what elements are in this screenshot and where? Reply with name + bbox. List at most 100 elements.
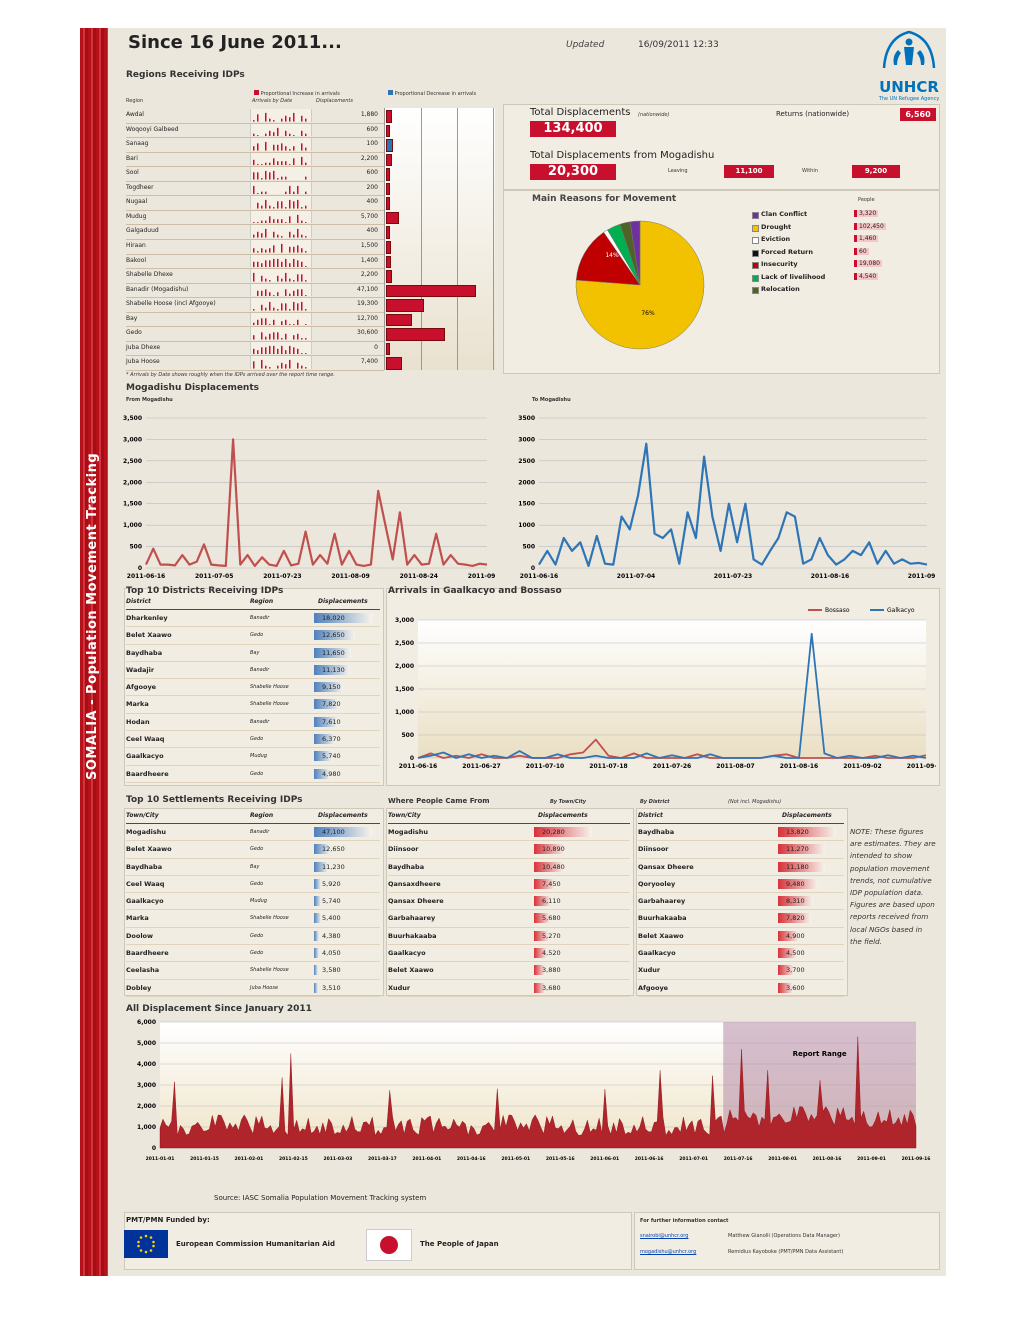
- sparkline-bar: [269, 334, 271, 340]
- cell-bar: [778, 844, 826, 855]
- contact-email-1[interactable]: snairobi@unhcr.org: [640, 1233, 689, 1239]
- cell-value: 3,580: [322, 966, 341, 975]
- region-bar: [386, 270, 393, 283]
- sparkline-bar: [273, 120, 275, 122]
- cell-value: 6,370: [322, 735, 341, 744]
- y-tick-label: 6,000: [137, 1019, 156, 1026]
- table-row: Dobley Juba Hoose 3,510: [126, 980, 380, 997]
- sparkline-bar: [301, 261, 303, 268]
- cell-bar: [534, 861, 564, 872]
- cell-bar: [314, 647, 352, 658]
- region-sparkline: [250, 152, 312, 166]
- leaving-value: 11,100: [724, 165, 774, 178]
- table-row: Hodan Banadir 7,610: [126, 714, 380, 732]
- cell-region: Banadir: [250, 829, 270, 835]
- sparkline-bar: [281, 118, 283, 122]
- y-tick-label: 1500: [518, 501, 535, 508]
- pie-label-drought: 76%: [641, 310, 655, 317]
- where-from-box: [386, 808, 634, 996]
- cell-name: Belet Xaawo: [126, 845, 172, 854]
- cell-name: Marka: [126, 700, 149, 709]
- column-header: Region: [250, 598, 274, 605]
- x-tick-label: 2011-06-27: [462, 763, 500, 770]
- x-tick-label: 2011-09-10: [468, 573, 495, 580]
- region-value: 7,400: [360, 358, 378, 366]
- sparkline-bar: [285, 207, 287, 209]
- x-tick-label: 2011-01-01: [146, 1156, 175, 1162]
- column-header: District: [638, 812, 663, 819]
- table-row: Gaalkacyo 4,500: [638, 945, 844, 963]
- legend-label: Insecurity: [761, 260, 798, 268]
- cell-name: Belet Xaawo: [388, 966, 434, 975]
- x-tick-label: 2011-06-16: [635, 1156, 664, 1162]
- cell-bar: [778, 965, 794, 976]
- sparkline-bar: [265, 133, 267, 137]
- region-name: Bakool: [126, 256, 147, 264]
- sparkline-bar: [269, 367, 271, 369]
- cell-value: 5,740: [322, 897, 341, 906]
- sparkline-bar: [281, 160, 283, 166]
- cell-bar: [778, 948, 797, 959]
- x-tick-label: 2011-07-23: [263, 573, 301, 580]
- cell-bar: [314, 861, 328, 872]
- sparkline-bar: [273, 319, 275, 326]
- mog-value: 20,300: [530, 164, 616, 180]
- region-row: Juba Dhexe 0: [126, 341, 384, 357]
- y-tick-label: 1,500: [395, 686, 414, 693]
- table-row: Doolow Gedo 4,380: [126, 928, 380, 946]
- side-label: SOMALIA - Population Movement Tracking: [85, 452, 100, 780]
- unhcr-logo: UNHCR The UN Refugee Agency: [876, 28, 942, 104]
- y-tick-label: 2,000: [395, 663, 414, 670]
- sparkline-bar: [253, 120, 255, 122]
- sparkline-bar: [253, 185, 255, 195]
- col-region: Region: [126, 98, 144, 104]
- sparkline-bar: [305, 118, 307, 122]
- sparkline-bar: [289, 309, 291, 311]
- table-row: Baydhaba 10,480: [388, 859, 630, 876]
- sparkline-bar: [285, 176, 287, 180]
- arrivals-gaalkacyo-bossaso-chart: 0 500 1,000 1,500 2,000 2,500 3,000 2011-06-16 2…: [395, 607, 936, 770]
- x-tick-label: 2011-08-16: [811, 573, 849, 580]
- region-sparkline: [250, 167, 312, 180]
- sparkline-bar: [265, 249, 267, 253]
- contact-email-2[interactable]: mogadishu@unhcr.org: [640, 1249, 697, 1255]
- sparkline-bar: [293, 235, 295, 238]
- region-name: Shabelle Dhexe: [126, 271, 173, 279]
- cell-name: Baardheere: [126, 949, 169, 958]
- x-tick-label: 2011-07-01: [679, 1156, 708, 1162]
- cell-value: 5,680: [542, 914, 561, 923]
- cell-bar: [314, 630, 355, 641]
- region-sparkline: [250, 356, 312, 369]
- sparkline-bar: [301, 235, 303, 238]
- x-tick-label: 2011-07-26: [653, 763, 691, 770]
- reasons-legend-row: Drought 102,450: [752, 222, 932, 235]
- region-value: 0: [374, 343, 378, 351]
- region-value: 1,500: [360, 242, 378, 249]
- cell-value: 4,520: [542, 949, 561, 958]
- sparkline-bar: [301, 338, 303, 340]
- sparkline-bar: [265, 288, 267, 297]
- sparkline-bar: [253, 235, 255, 238]
- sparkline-bar: [305, 221, 307, 224]
- region-row: Hiraan 1,500: [126, 239, 384, 255]
- sparkline-bar: [305, 176, 307, 180]
- from-mog-label: From Mogadishu: [126, 397, 173, 403]
- sparkline-bar: [285, 350, 287, 355]
- sparkline-bar: [285, 115, 287, 122]
- sparkline-bar: [273, 245, 275, 253]
- sparkline-bar: [257, 251, 259, 253]
- region-sparkline: [250, 181, 312, 195]
- table-row: Ceel Waaq Gedo 5,920: [126, 876, 380, 894]
- cell-name: Garbahaarey: [388, 914, 436, 923]
- updated-label: Updated: [566, 40, 605, 50]
- cell-bar: [314, 664, 350, 675]
- sparkline-bar: [265, 259, 267, 268]
- sparkline-bar: [261, 248, 263, 253]
- cell-bar: [314, 982, 319, 993]
- legend-label: Relocation: [761, 285, 800, 293]
- cell-bar: [314, 896, 322, 907]
- reasons-legend: Clan Conflict 3,320 Drought 102,450 Eviction…: [752, 209, 932, 297]
- cell-bar: [534, 844, 566, 855]
- sparkline-bar: [273, 171, 275, 180]
- sparkline-bar: [293, 290, 295, 297]
